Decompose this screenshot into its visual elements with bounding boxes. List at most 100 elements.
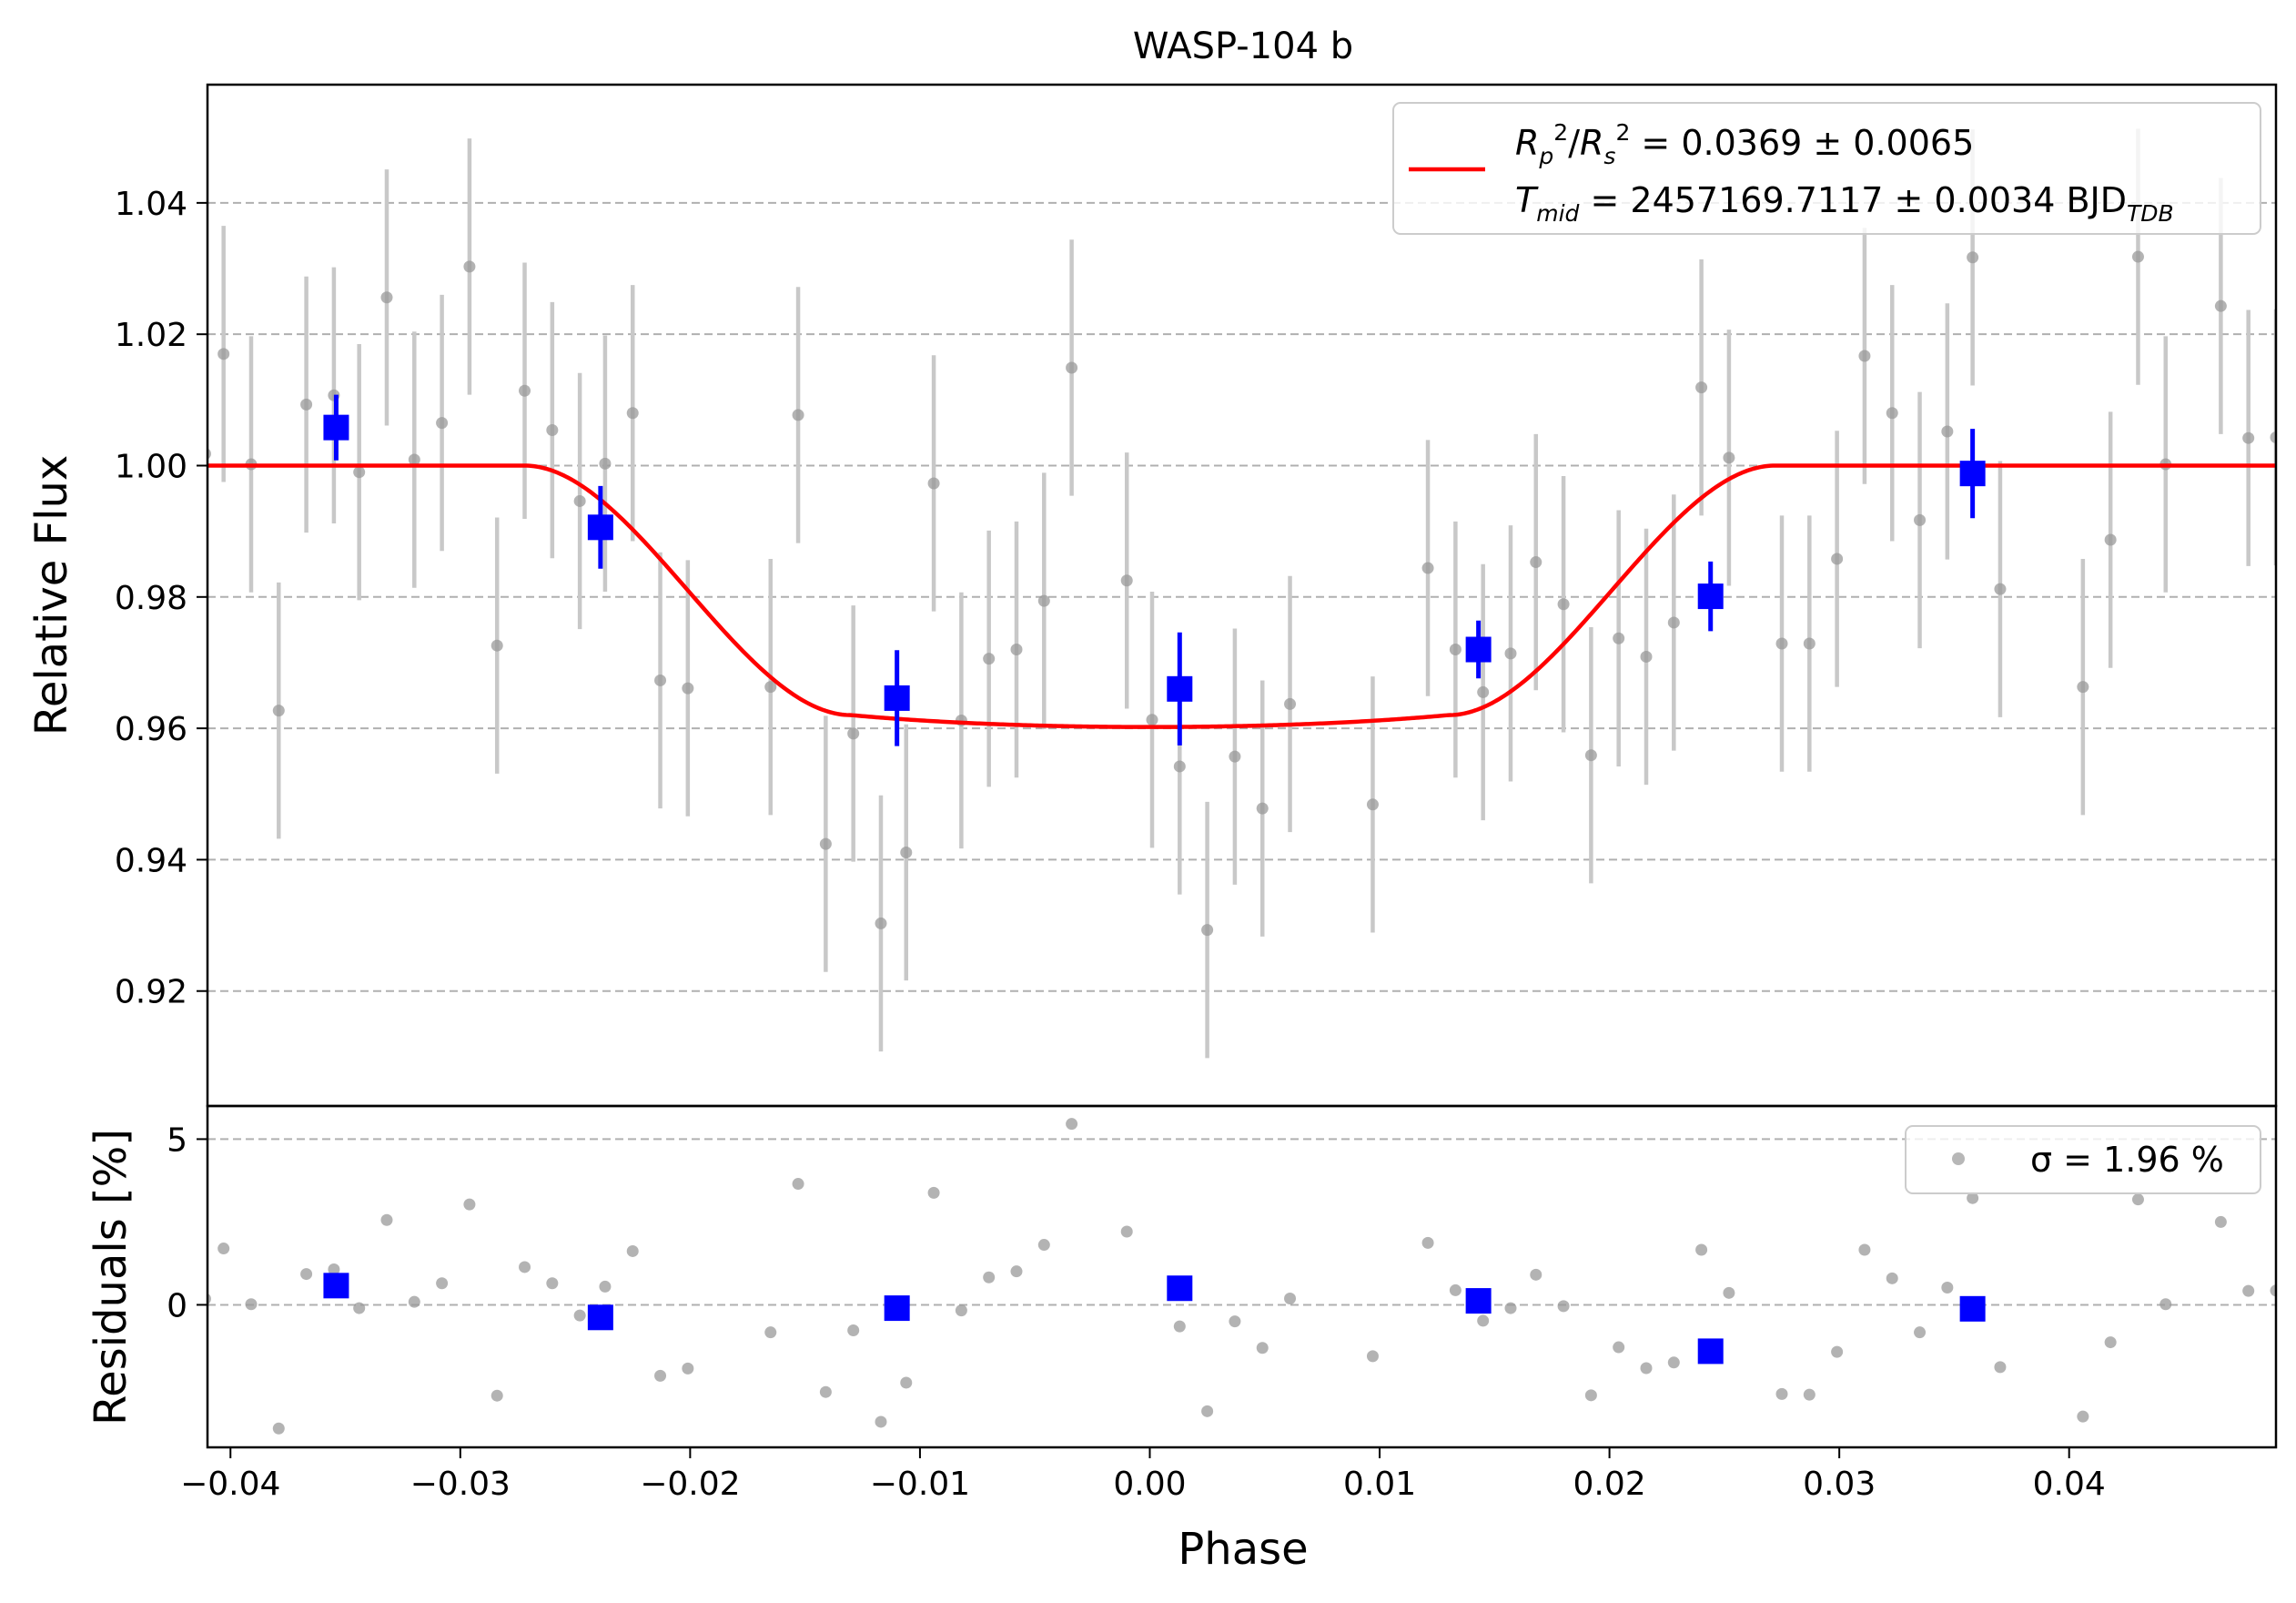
residual-binned-point (1959, 1295, 1986, 1322)
raw-point (1941, 425, 1954, 438)
residual-raw-point (1421, 1236, 1434, 1249)
raw-point (847, 727, 860, 740)
residual-raw-point (2214, 1215, 2227, 1228)
residual-y-tick-label: 0 (167, 1287, 187, 1324)
raw-point (1803, 637, 1816, 650)
residual-raw-point (491, 1389, 503, 1402)
raw-point (983, 653, 996, 665)
residual-raw-point (1449, 1283, 1462, 1296)
raw-point (1066, 361, 1078, 374)
top-y-tick-label: 1.02 (115, 317, 187, 354)
residual-raw-point (353, 1302, 366, 1314)
residual-raw-point (519, 1261, 531, 1273)
top-legend: Rp2/Rs2 = 0.0369 ± 0.0065 Tmid = 2457169… (1392, 102, 2261, 235)
residual-raw-point (1530, 1268, 1542, 1281)
raw-point (1173, 760, 1186, 773)
residual-raw-point (546, 1277, 559, 1290)
top-y-tick-label: 0.94 (115, 842, 187, 879)
residual-legend: σ = 1.96 % (1905, 1125, 2261, 1194)
raw-point (2077, 681, 2089, 694)
raw-point (2214, 299, 2227, 312)
residual-raw-point (1366, 1350, 1379, 1363)
binned-point (1959, 461, 1986, 487)
raw-point (875, 917, 887, 929)
residual-binned-point (323, 1273, 349, 1299)
residual-raw-point (1775, 1387, 1788, 1400)
raw-point (1256, 802, 1269, 815)
top-y-axis-label: Relative Flux (26, 455, 77, 736)
legend-sigma-marker (1952, 1152, 1965, 1165)
raw-point (272, 705, 285, 717)
raw-point (519, 384, 531, 397)
raw-point (1530, 556, 1542, 569)
raw-point (2104, 533, 2117, 546)
raw-point (792, 409, 804, 421)
x-tick-label: −0.03 (410, 1466, 511, 1503)
residual-raw-point (272, 1422, 285, 1435)
residual-raw-point (1037, 1239, 1050, 1252)
residual-raw-point (217, 1243, 230, 1255)
raw-point (1201, 924, 1214, 937)
bottom-y-axis-label: Residuals [%] (86, 1129, 137, 1425)
raw-point (626, 407, 639, 420)
light-curve-panel: 0.92 0.94 0.96 0.98 1.00 1.02 1.04 Relative Fl… (26, 83, 2278, 1108)
chart-title: WASP-104 b (1133, 25, 1353, 67)
raw-point (491, 639, 503, 652)
raw-point (764, 681, 777, 694)
raw-point (1504, 647, 1517, 660)
residual-raw-point (2077, 1410, 2089, 1423)
x-tick-label: 0.00 (1113, 1466, 1186, 1503)
residual-raw-point (380, 1213, 393, 1226)
residual-raw-point (1256, 1342, 1269, 1354)
raw-point (599, 457, 612, 470)
raw-point (1775, 637, 1788, 650)
x-tick-label: 0.04 (2033, 1466, 2106, 1503)
residual-raw-point (408, 1295, 420, 1308)
residual-binned-point (587, 1304, 613, 1331)
residual-binned-point (1697, 1338, 1724, 1365)
residual-raw-point (1994, 1361, 2007, 1374)
top-legend-box (1392, 102, 2261, 235)
residual-raw-point (1831, 1345, 1844, 1358)
residual-raw-point (1284, 1293, 1297, 1305)
raw-point (573, 494, 586, 507)
x-tick-label: 0.01 (1343, 1466, 1416, 1503)
residual-raw-point (2159, 1298, 2172, 1311)
raw-point (1695, 381, 1708, 394)
residual-raw-point (599, 1280, 612, 1293)
raw-point (927, 477, 940, 490)
residual-raw-point (1667, 1356, 1680, 1369)
binned-point (323, 414, 349, 441)
residual-raw-point (1066, 1118, 1078, 1131)
raw-point (2242, 431, 2255, 444)
x-tick-label: −0.04 (180, 1466, 280, 1503)
top-y-tick-label: 0.92 (115, 974, 187, 1011)
residual-raw-point (2104, 1336, 2117, 1349)
residual-raw-point (1584, 1389, 1597, 1402)
residual-binned-point (1167, 1275, 1193, 1302)
residual-raw-point (764, 1326, 777, 1339)
residual-raw-point (573, 1309, 586, 1322)
raw-point (1146, 714, 1158, 726)
residual-binned-series (323, 1273, 1986, 1365)
raw-point (1723, 451, 1735, 464)
x-ticks: −0.04 −0.03 −0.02 −0.01 0.00 0.01 0.02 0.03 0.04 (180, 1447, 2106, 1503)
residual-raw-point (1120, 1225, 1133, 1238)
raw-point (2270, 431, 2276, 443)
residual-raw-point (792, 1178, 804, 1191)
raw-data-series (207, 128, 2276, 1059)
raw-point (1421, 562, 1434, 574)
residual-y-tick-label: 5 (167, 1121, 187, 1159)
raw-point (900, 846, 913, 858)
raw-point (1229, 750, 1241, 763)
raw-point (408, 453, 420, 466)
residual-raw-point (1173, 1320, 1186, 1333)
residual-raw-point (927, 1186, 940, 1199)
residual-raw-point (819, 1385, 832, 1398)
raw-point (463, 260, 476, 273)
residual-raw-point (1941, 1282, 1954, 1294)
residual-raw-point (1010, 1265, 1023, 1278)
top-y-tick-label: 1.04 (115, 186, 187, 223)
raw-point (1967, 251, 1979, 264)
legend-radius-ratio: Rp2/Rs2 = 0.0369 ± 0.0065 (1515, 119, 1974, 169)
